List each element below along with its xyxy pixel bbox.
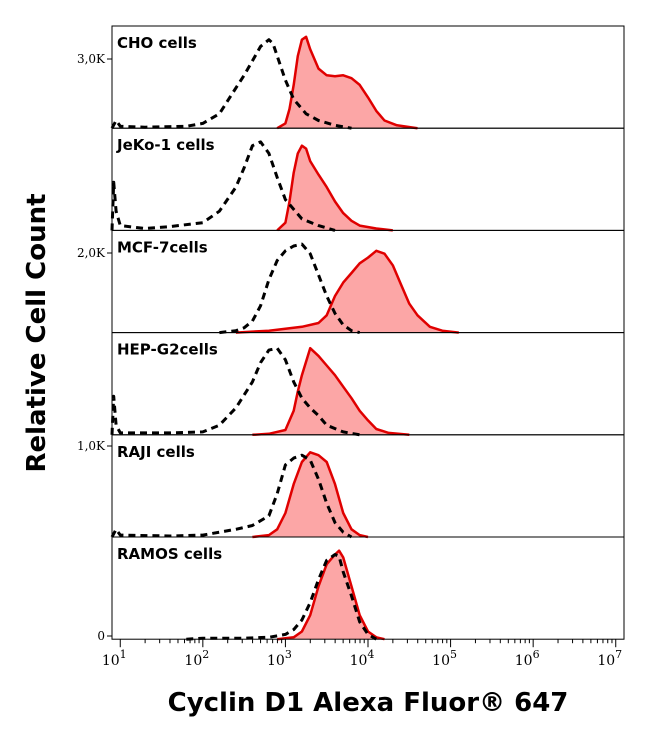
sample-fill-3 bbox=[235, 250, 459, 333]
control-line-1 bbox=[110, 38, 352, 130]
sample-line-6 bbox=[277, 549, 385, 641]
sample-line-3 bbox=[235, 249, 459, 334]
y-axis-label: Relative Cell Count bbox=[22, 193, 52, 472]
sample-line-5 bbox=[252, 451, 369, 539]
panel-3: MCF-7cells bbox=[111, 229, 625, 335]
control-line-5 bbox=[110, 453, 353, 539]
control-line-4 bbox=[110, 346, 360, 437]
x-tick-base: 10 bbox=[267, 653, 285, 669]
y-ticks: 3,0K 2,0K 1,0K 0 bbox=[77, 52, 112, 643]
x-tick-exp: 4 bbox=[367, 648, 374, 661]
x-tick-exp: 5 bbox=[450, 648, 457, 661]
sample-line-2 bbox=[276, 144, 393, 232]
panel-label: JeKo-1 cells bbox=[116, 136, 215, 154]
x-tick-base: 10 bbox=[432, 653, 450, 669]
x-tick-label: 107 bbox=[597, 648, 622, 669]
y-tick-label: 0 bbox=[97, 629, 105, 643]
x-tick-exp: 3 bbox=[285, 648, 292, 661]
panel-4: HEP-G2cells bbox=[110, 332, 625, 437]
x-tick-exp: 1 bbox=[120, 648, 127, 661]
control-line-6 bbox=[186, 553, 378, 641]
sample-fill-6 bbox=[277, 550, 385, 640]
panel-2: JeKo-1 cells bbox=[110, 127, 625, 232]
sample-fill-2 bbox=[277, 145, 393, 231]
sample-fill-5 bbox=[252, 452, 368, 537]
panels-group: CHO cells JeKo-1 cells MCF-7cells HEP-G2cel… bbox=[110, 25, 625, 641]
panel-6: RAMOS cells bbox=[111, 536, 625, 641]
x-tick-base: 10 bbox=[184, 653, 202, 669]
x-ticks: 101 102 103 104 105 106 107 bbox=[102, 639, 622, 669]
y-tick-label: 3,0K bbox=[77, 52, 106, 66]
x-tick-label: 104 bbox=[350, 648, 375, 669]
x-tick-label: 105 bbox=[432, 648, 457, 669]
y-tick-label: 1,0K bbox=[77, 439, 106, 453]
x-tick-exp: 6 bbox=[533, 648, 540, 661]
panel-label: CHO cells bbox=[117, 34, 197, 52]
x-tick-base: 10 bbox=[350, 653, 368, 669]
x-tick-base: 10 bbox=[102, 653, 120, 669]
sample-fill-1 bbox=[277, 36, 418, 129]
panel-label: HEP-G2cells bbox=[117, 341, 218, 359]
y-tick-label: 2,0K bbox=[77, 246, 106, 260]
control-line-2 bbox=[110, 140, 336, 232]
x-tick-label: 106 bbox=[515, 648, 540, 669]
panel-1: CHO cells bbox=[110, 25, 625, 130]
x-tick-base: 10 bbox=[597, 653, 615, 669]
panel-label: RAJI cells bbox=[117, 443, 195, 461]
x-tick-base: 10 bbox=[515, 653, 533, 669]
x-tick-label: 102 bbox=[184, 648, 209, 669]
panel-5: RAJI cells bbox=[110, 434, 625, 539]
x-tick-exp: 7 bbox=[615, 648, 622, 661]
panel-label: MCF-7cells bbox=[117, 238, 208, 256]
sample-fill-4 bbox=[252, 348, 410, 435]
panel-label: RAMOS cells bbox=[117, 545, 222, 563]
x-tick-label: 101 bbox=[102, 648, 127, 669]
x-tick-label: 103 bbox=[267, 648, 292, 669]
x-axis-label: Cyclin D1 Alexa Fluor® 647 bbox=[168, 688, 569, 718]
sample-line-1 bbox=[276, 35, 418, 130]
sample-line-4 bbox=[252, 346, 410, 437]
control-line-3 bbox=[219, 242, 361, 335]
x-tick-exp: 2 bbox=[202, 648, 209, 661]
